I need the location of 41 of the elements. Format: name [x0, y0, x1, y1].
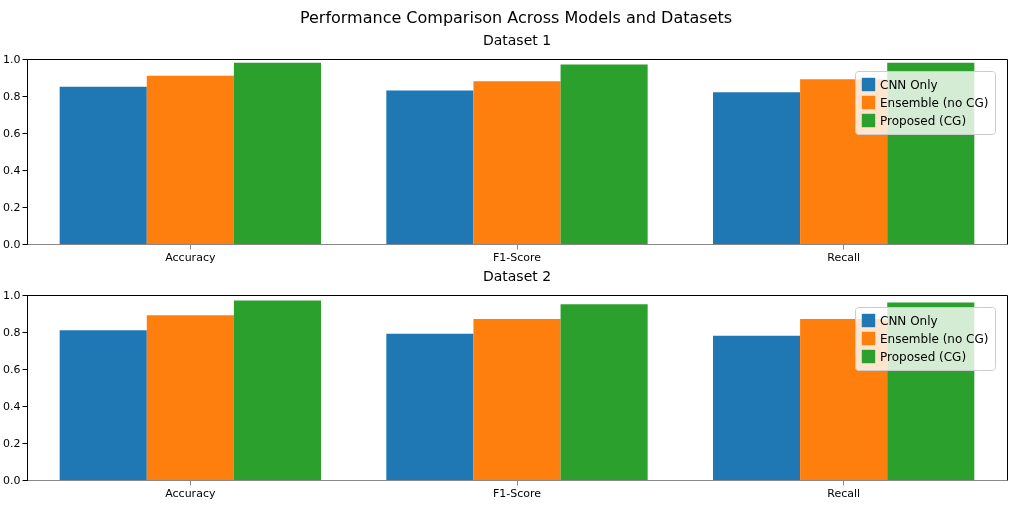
bar [386, 90, 474, 244]
y-tick-label: 0.2 [3, 436, 21, 450]
x-tick-label: Recall [827, 486, 861, 500]
y-tick-label: 0.6 [3, 362, 21, 376]
bar [233, 62, 321, 244]
chart-title: Dataset 2 [482, 268, 552, 284]
bar [713, 92, 801, 244]
bar [560, 304, 648, 480]
bar [146, 75, 234, 244]
y-tick-label: 0.0 [3, 237, 21, 251]
bar [59, 330, 147, 480]
y-tick-label: 1.0 [3, 52, 21, 66]
bar [386, 333, 474, 480]
bar [713, 335, 801, 480]
x-tick-label: Accuracy [165, 486, 216, 500]
y-tick-label: 0.4 [3, 399, 21, 413]
x-tick-label: F1-Score [492, 250, 542, 264]
x-tick-label: Accuracy [165, 250, 216, 264]
y-tick-label: 0.2 [3, 200, 21, 214]
legend-label: CNN Only [880, 313, 938, 328]
legend-label: Proposed (CG) [880, 113, 967, 128]
y-tick-label: 0.6 [3, 126, 21, 140]
bar [59, 86, 147, 244]
y-tick-label: 0.0 [3, 473, 21, 487]
bar [146, 315, 234, 480]
x-tick-label: Recall [827, 250, 861, 264]
legend-label: Proposed (CG) [880, 349, 967, 364]
legend-label: Ensemble (no CG) [880, 95, 989, 110]
text: Performance Comparison Across Models and Datasets [299, 7, 733, 27]
bar [473, 319, 561, 480]
legend-label: Ensemble (no CG) [880, 331, 989, 346]
bar [560, 64, 648, 244]
y-tick-label: 1.0 [3, 288, 21, 302]
y-tick-label: 0.8 [3, 89, 21, 103]
x-tick-label: F1-Score [492, 486, 542, 500]
legend-label: CNN Only [880, 77, 938, 92]
y-tick-label: 0.8 [3, 325, 21, 339]
chart-title: Dataset 1 [482, 32, 552, 48]
bar [233, 300, 321, 480]
bar [473, 81, 561, 244]
y-tick-label: 0.4 [3, 163, 21, 177]
